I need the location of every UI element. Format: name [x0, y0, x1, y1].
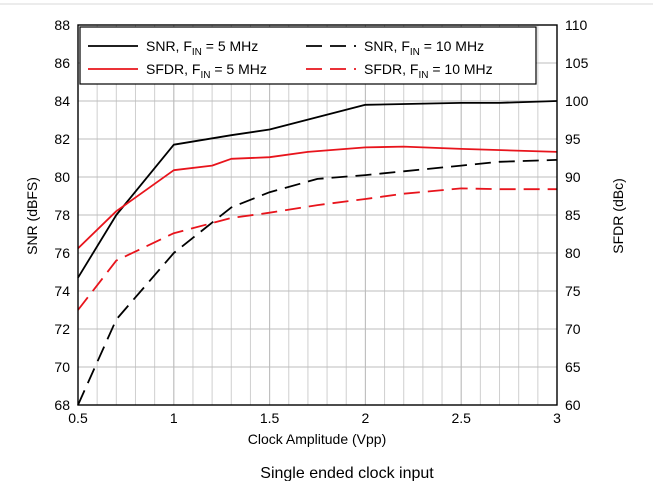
- legend-label-1: SNR, FIN = 5 MHz: [146, 38, 258, 58]
- left-tick-label: 70: [54, 359, 70, 375]
- x-tick-label: 2: [362, 410, 370, 426]
- right-tick-label: 95: [565, 131, 581, 147]
- right-tick-label: 110: [565, 17, 588, 33]
- left-tick-label: 68: [54, 397, 70, 413]
- right-tick-label: 80: [565, 245, 581, 261]
- left-tick-label: 76: [54, 245, 70, 261]
- series-line-4: [77, 187, 557, 311]
- right-tick-label: 105: [565, 55, 589, 71]
- series-line-3: [77, 145, 558, 250]
- right-tick-label: 90: [565, 169, 581, 185]
- right-axis-title: SFDR (dBc): [610, 178, 626, 253]
- right-tick-label: 65: [565, 359, 581, 375]
- x-tick-label: 2.5: [451, 410, 471, 426]
- left-tick-label: 88: [54, 17, 70, 33]
- x-tick-labels: 0.5 1 1.5 2 2.5 3: [68, 410, 561, 426]
- legend-label-3: SFDR, FIN = 5 MHz: [146, 61, 267, 81]
- left-axis-title: SNR (dBFS): [24, 177, 40, 255]
- series-line-2: [77, 159, 558, 406]
- legend-label-4: SFDR, FIN = 10 MHz: [364, 61, 493, 81]
- x-tick-label: 0.5: [68, 410, 88, 426]
- left-tick-label: 84: [54, 93, 70, 109]
- right-tick-label: 60: [565, 397, 581, 413]
- left-tick-label: 74: [54, 283, 70, 299]
- legend-box: [79, 26, 537, 85]
- x-axis-title: Clock Amplitude (Vpp): [248, 431, 387, 447]
- series-line-1: [77, 100, 558, 279]
- legend-label-2: SNR, FIN = 10 MHz: [364, 38, 484, 58]
- x-tick-label: 1.5: [260, 410, 280, 426]
- left-tick-label: 80: [54, 169, 70, 185]
- left-tick-label: 78: [54, 207, 70, 223]
- left-tick-label: 82: [54, 131, 70, 147]
- right-tick-label: 85: [565, 207, 581, 223]
- x-tick-label: 1: [170, 410, 178, 426]
- right-tick-labels: 60 65 70 75 80 85 90 95 100 105 110: [565, 17, 589, 413]
- right-tick-label: 100: [565, 93, 589, 109]
- right-tick-label: 70: [565, 321, 581, 337]
- left-tick-label: 86: [54, 55, 70, 71]
- caption: Single ended clock input: [260, 465, 434, 481]
- x-tick-label: 3: [553, 410, 561, 426]
- legend: SNR, FIN = 5 MHz SNR, FIN = 10 MHz SFDR, F…: [79, 26, 537, 85]
- left-tick-labels: 68 70 72 74 76 78 80 82 84 86 88: [54, 17, 70, 413]
- data-lines: [77, 100, 558, 406]
- right-tick-label: 75: [565, 283, 581, 299]
- plot-frame: [77, 24, 558, 406]
- left-tick-label: 72: [54, 321, 70, 337]
